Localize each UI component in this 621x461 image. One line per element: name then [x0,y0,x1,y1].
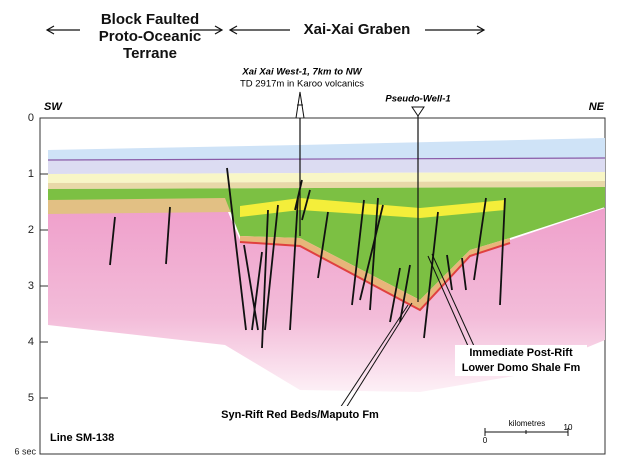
layer-lavender [48,158,605,174]
depth-label: 6 sec [14,446,36,456]
well-name: Pseudo-Well-1 [385,94,450,105]
line-name: Line SM-138 [50,432,114,444]
left-title-line: Proto-Oceanic [99,28,202,45]
depth-label: 2 [28,224,34,236]
depth-label: 3 [28,280,34,292]
cross-section: Block Faulted Proto-Oceanic Terrane Xai-… [0,0,621,461]
depth-label: 4 [28,336,34,348]
well-note: TD 2917m in Karoo volcanics [240,79,364,90]
direction-right: NE [589,101,605,113]
annotation-line: Lower Domo Shale Fm [462,362,581,374]
well-name: Xai Xai West-1, 7km to NW [241,67,362,78]
annotation-line: Immediate Post-Rift [469,347,573,359]
depth-label: 1 [28,168,34,180]
scale-end: 10 [564,423,573,432]
depth-label: 5 [28,392,34,404]
left-title-line: Block Faulted [101,11,199,28]
center-title: Xai-Xai Graben [304,21,411,38]
direction-left: SW [44,101,63,113]
left-title-line: Terrane [123,45,177,62]
depth-label: 0 [28,112,34,124]
scale-start: 0 [483,436,488,445]
annotation: Syn-Rift Red Beds/Maputo Fm [221,409,379,421]
scale-title: kilometres [509,419,545,428]
